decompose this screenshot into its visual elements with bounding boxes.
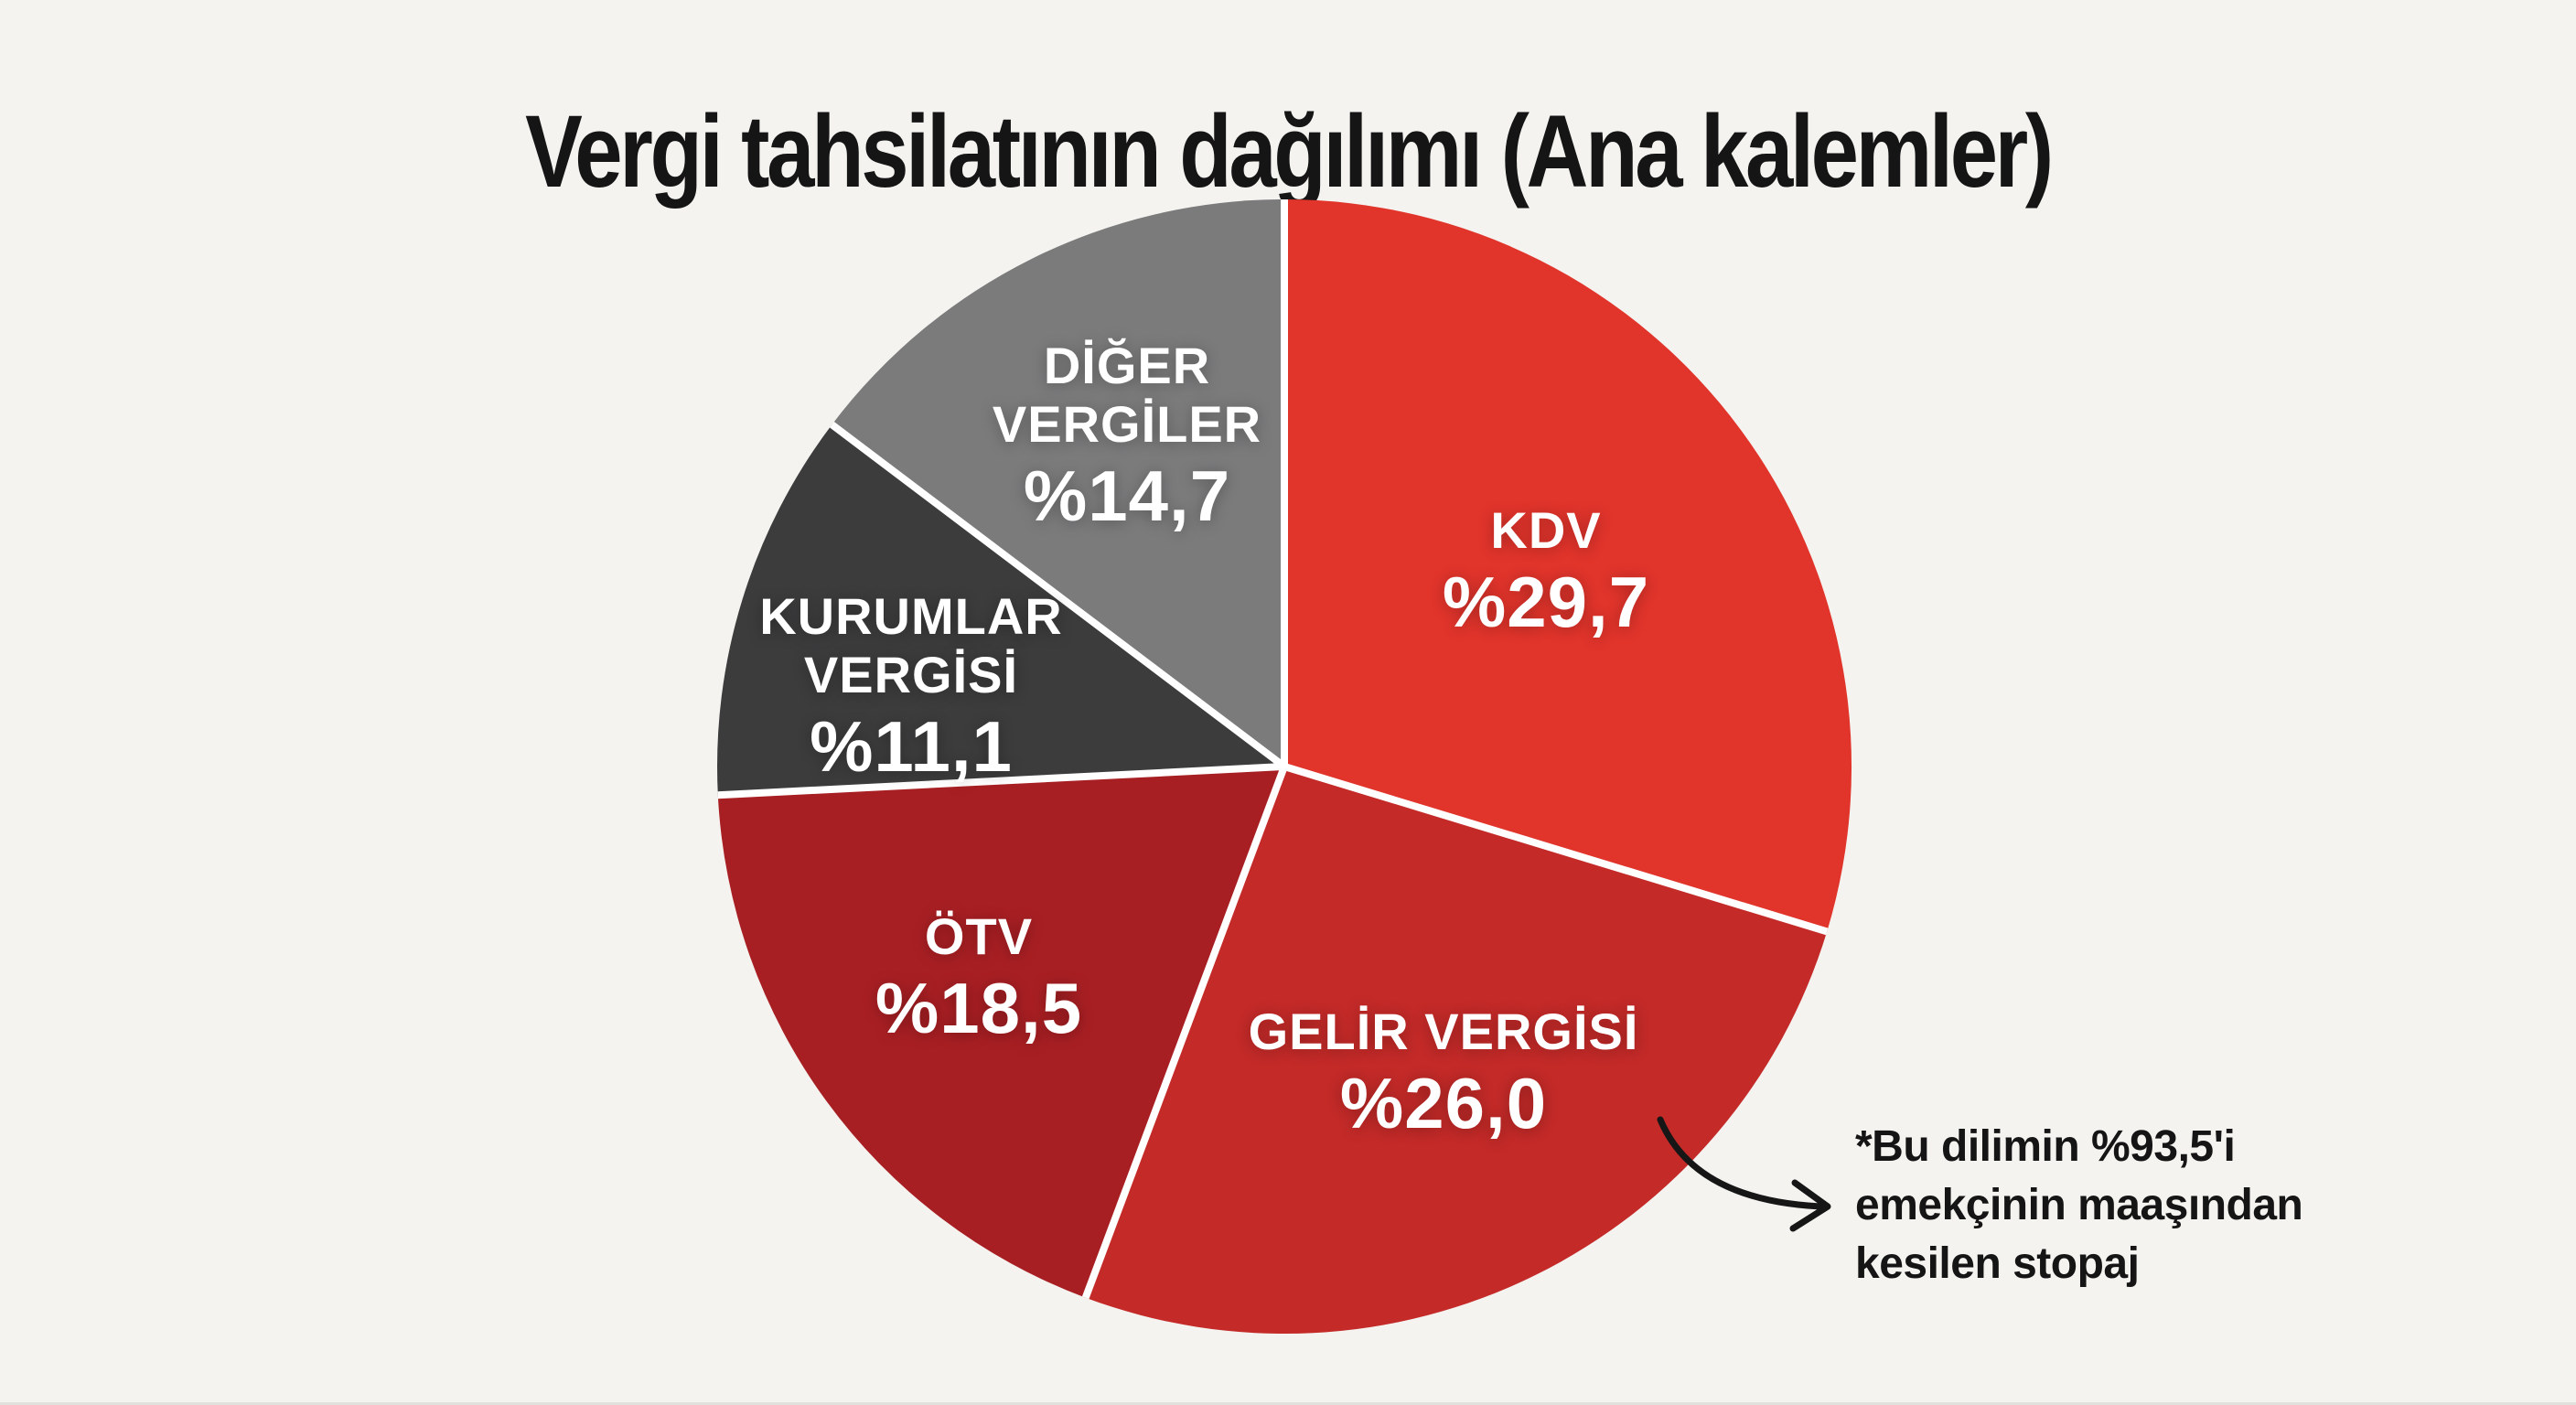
chart-title: Vergi tahsilatının dağılımı (Ana kalemle…: [525, 94, 2054, 209]
slice-value: %14,7: [1023, 456, 1231, 536]
slice-value: %29,7: [1442, 562, 1650, 642]
image-bottom-edge: [0, 1402, 2576, 1405]
pie-slice-kdv: [1284, 199, 1852, 932]
slice-name: KURUMLAR VERGİSİ: [759, 587, 1063, 703]
pie-slice-diger-vergiler: [832, 199, 1284, 767]
slice-name: KDV: [1490, 501, 1602, 559]
slice-name: ÖTV: [924, 907, 1034, 965]
slice-separators: [717, 199, 1829, 1300]
slice-label-kurumlar-vergisi: KURUMLAR VERGİSİ %11,1: [714, 587, 1108, 785]
arrow-curve: [1657, 1116, 1824, 1210]
slice-label-gelir-vergisi: GELİR VERGİSİ %26,0: [1249, 1003, 1639, 1142]
slice-separator: [829, 422, 1287, 770]
slice-separator: [1283, 763, 1829, 936]
pie-slice-gelir-vergisi: [1085, 767, 1828, 1335]
annotation-line-3: kesilen stopaj: [1855, 1239, 2140, 1288]
slice-value: %18,5: [875, 968, 1083, 1048]
annotation-arrow-icon: [1657, 1116, 1831, 1232]
pie-slice-otv: [717, 767, 1284, 1298]
pie-slices: [717, 199, 1852, 1335]
slice-label-kdv: KDV %29,7: [1443, 501, 1649, 640]
slice-name: GELİR VERGİSİ: [1248, 1003, 1639, 1060]
slice-value: %26,0: [1339, 1063, 1548, 1143]
arrow-head: [1789, 1179, 1831, 1232]
slice-separator: [1081, 765, 1288, 1300]
annotation-line-1: *Bu dilimin %93,5'i: [1855, 1122, 2236, 1171]
slice-name: DİĞER VERGİLER: [992, 337, 1262, 453]
annotation-note: *Bu dilimin %93,5'i emekçinin maaşından …: [1855, 1118, 2303, 1293]
slice-label-diger-vergiler: DİĞER VERGİLER %14,7: [930, 337, 1324, 534]
slice-separator: [717, 763, 1285, 799]
annotation-line-2: emekçinin maaşından: [1855, 1181, 2303, 1229]
slice-label-otv: ÖTV %18,5: [875, 907, 1082, 1046]
pie-slice-kurumlar-vergisi: [717, 424, 1284, 796]
slice-value: %11,1: [810, 706, 1013, 787]
